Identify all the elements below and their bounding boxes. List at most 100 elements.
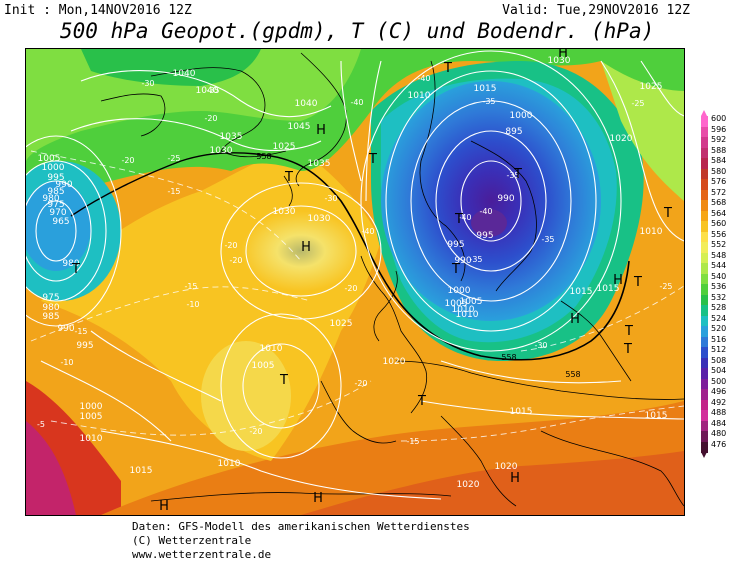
weather-map: 1040 1040 1040 1035 1030 1045 1025 1035 1030 1030…	[25, 48, 685, 516]
colorbar-label: 584	[711, 156, 727, 165]
pressure-label: 895	[505, 127, 522, 137]
temperature-label: -40	[350, 98, 363, 107]
colorbar-label: 524	[711, 313, 727, 323]
pressure-label: 965	[52, 217, 69, 227]
colorbar-segment	[701, 231, 708, 243]
pressure-center-marker: H	[159, 499, 169, 514]
colorbar-label: 476	[711, 439, 727, 449]
colorbar-label: 484	[711, 418, 727, 428]
colorbar-segment	[701, 410, 708, 421]
pressure-label: 995	[447, 240, 464, 250]
colorbar-label: 480	[711, 429, 727, 438]
colorbar-segment	[701, 336, 708, 348]
pressure-label: 1005	[460, 297, 483, 307]
init-time: Init : Mon,14NOV2016 12Z	[4, 3, 192, 18]
isotherms	[30, 150, 684, 442]
pressure-label: 980	[42, 303, 59, 313]
pressure-label: 1025	[640, 82, 663, 92]
colorbar-segment	[701, 326, 708, 337]
pressure-label: 1020	[457, 480, 480, 490]
pressure-label: 1040	[173, 69, 196, 79]
colorbar-label: 588	[711, 145, 727, 155]
pressure-center-marker: T	[368, 152, 377, 167]
colorbar-segment	[701, 189, 708, 201]
pressure-label: 995	[76, 341, 93, 351]
colorbar-segment	[701, 378, 708, 390]
pressure-labels: 1040104010401035103010451025103510301030…	[38, 56, 668, 490]
temperature-label: -35	[469, 255, 482, 264]
isobars	[26, 50, 684, 500]
colorbar-top-arrow	[701, 110, 707, 116]
colorbar-label: 496	[711, 387, 727, 396]
pressure-label: 1045	[288, 122, 311, 132]
colorbar-label: 556	[711, 229, 727, 239]
colorbar-segment	[701, 168, 708, 180]
colorbar-label: 520	[711, 324, 727, 333]
map-title: 500 hPa Geopot.(gpdm), T (C) und Bodendr…	[60, 19, 655, 43]
colorbar-label: 544	[711, 261, 727, 270]
colorbar-label: 572	[711, 187, 727, 197]
pressure-label: 995	[476, 231, 493, 241]
pressure-center-marker: H	[558, 49, 568, 61]
colorbar-segment	[701, 242, 708, 253]
geopotential-label: 558	[501, 353, 516, 362]
colorbar-label: 568	[711, 198, 727, 207]
colorbar-segment	[701, 210, 708, 222]
colorbar-segment	[701, 315, 708, 327]
colorbar-label: 508	[711, 355, 727, 365]
colorbar-segment	[701, 294, 708, 306]
temperature-label: -40	[417, 74, 430, 83]
pressure-center-marker: H	[510, 471, 520, 486]
geopotential-labels: 558 558 558	[256, 152, 580, 379]
colorbar-label: 560	[711, 219, 727, 228]
temperature-label: -15	[74, 327, 87, 336]
colorbar-segment	[701, 147, 708, 159]
temperature-label: -20	[229, 256, 242, 265]
pressure-label: 1020	[610, 134, 633, 144]
colorbar-label: 564	[711, 208, 727, 218]
temperature-label: -20	[354, 379, 367, 388]
temperature-label: -35	[541, 235, 554, 244]
colorbar-segment	[701, 158, 708, 169]
pressure-label: 1020	[495, 462, 518, 472]
temperature-label: -20	[249, 427, 262, 436]
footer-data-source: Daten: GFS-Modell des amerikanischen Wet…	[132, 520, 470, 533]
colorbar-label: 596	[711, 124, 727, 134]
pressure-center-marker: T	[624, 324, 633, 339]
colorbar-segment	[701, 179, 708, 190]
temperature-label: -40	[479, 207, 492, 216]
pressure-label: 1000	[42, 163, 65, 173]
colorbar-segment	[701, 263, 708, 274]
colorbar-label: 540	[711, 271, 727, 281]
temperature-label: -20	[121, 156, 134, 165]
pressure-label: 975	[47, 200, 64, 210]
pressure-center-marker: H	[301, 240, 311, 255]
geopotential-label: 558	[256, 152, 271, 161]
colorbar-segment	[701, 137, 708, 148]
colorbar-segment	[701, 116, 708, 127]
pressure-label: 1005	[38, 154, 61, 164]
colorbar-label: 580	[711, 166, 727, 176]
colorbar-segment	[701, 368, 708, 379]
temperature-label: -30	[141, 79, 154, 88]
pressure-center-marker: H	[613, 273, 623, 288]
pressure-label: 980	[62, 259, 79, 269]
pressure-label: 1010	[452, 305, 475, 315]
pressure-label: 1015	[474, 84, 497, 94]
pressure-label: 990	[55, 180, 72, 190]
pressure-label: 1030	[548, 56, 571, 66]
colorbar-label: 600	[711, 114, 727, 123]
temperature-label: -10	[186, 300, 199, 309]
pressure-label: 1040	[196, 86, 219, 96]
pressure-label: 1015	[510, 407, 533, 417]
temperature-label: -25	[631, 99, 644, 108]
pressure-label: 1010	[80, 434, 103, 444]
colorbar-segment	[701, 252, 708, 264]
pressure-label: 1010	[640, 227, 663, 237]
coastlines	[100, 52, 684, 507]
pressure-label: 1020	[383, 357, 406, 367]
temperature-label: -15	[184, 282, 197, 291]
pressure-label: 990	[497, 194, 514, 204]
pressure-center-marker: H	[316, 123, 326, 138]
